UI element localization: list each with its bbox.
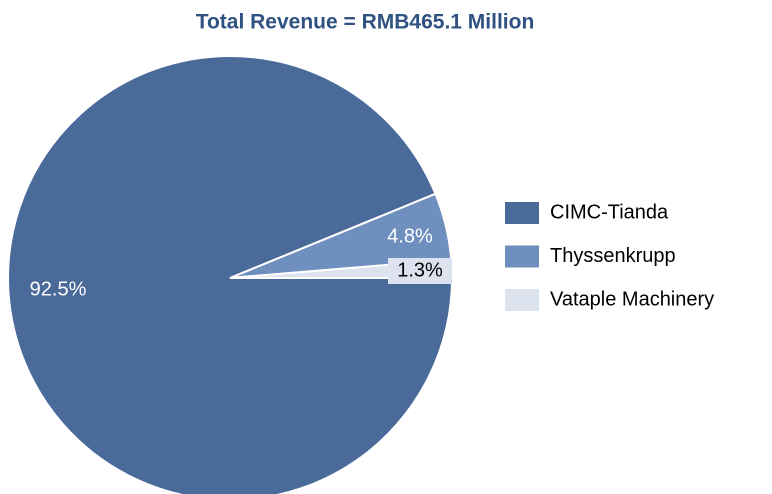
legend-label: Thyssenkrupp: [550, 245, 676, 267]
pie-slice: [7, 55, 454, 494]
label-box: [388, 258, 452, 284]
legend-swatch: [505, 202, 539, 224]
data-label: 4.8%: [387, 225, 433, 247]
chart-title: Total Revenue = RMB465.1 Million: [196, 11, 535, 34]
legend-label: CIMC-Tianda: [550, 201, 669, 223]
data-label: 1.3%: [397, 259, 443, 281]
legend-swatch: [505, 245, 539, 268]
legend-swatch: [505, 289, 539, 311]
data-label: 92.5%: [30, 278, 87, 300]
legend-label: Vataple Machinery: [550, 288, 714, 310]
